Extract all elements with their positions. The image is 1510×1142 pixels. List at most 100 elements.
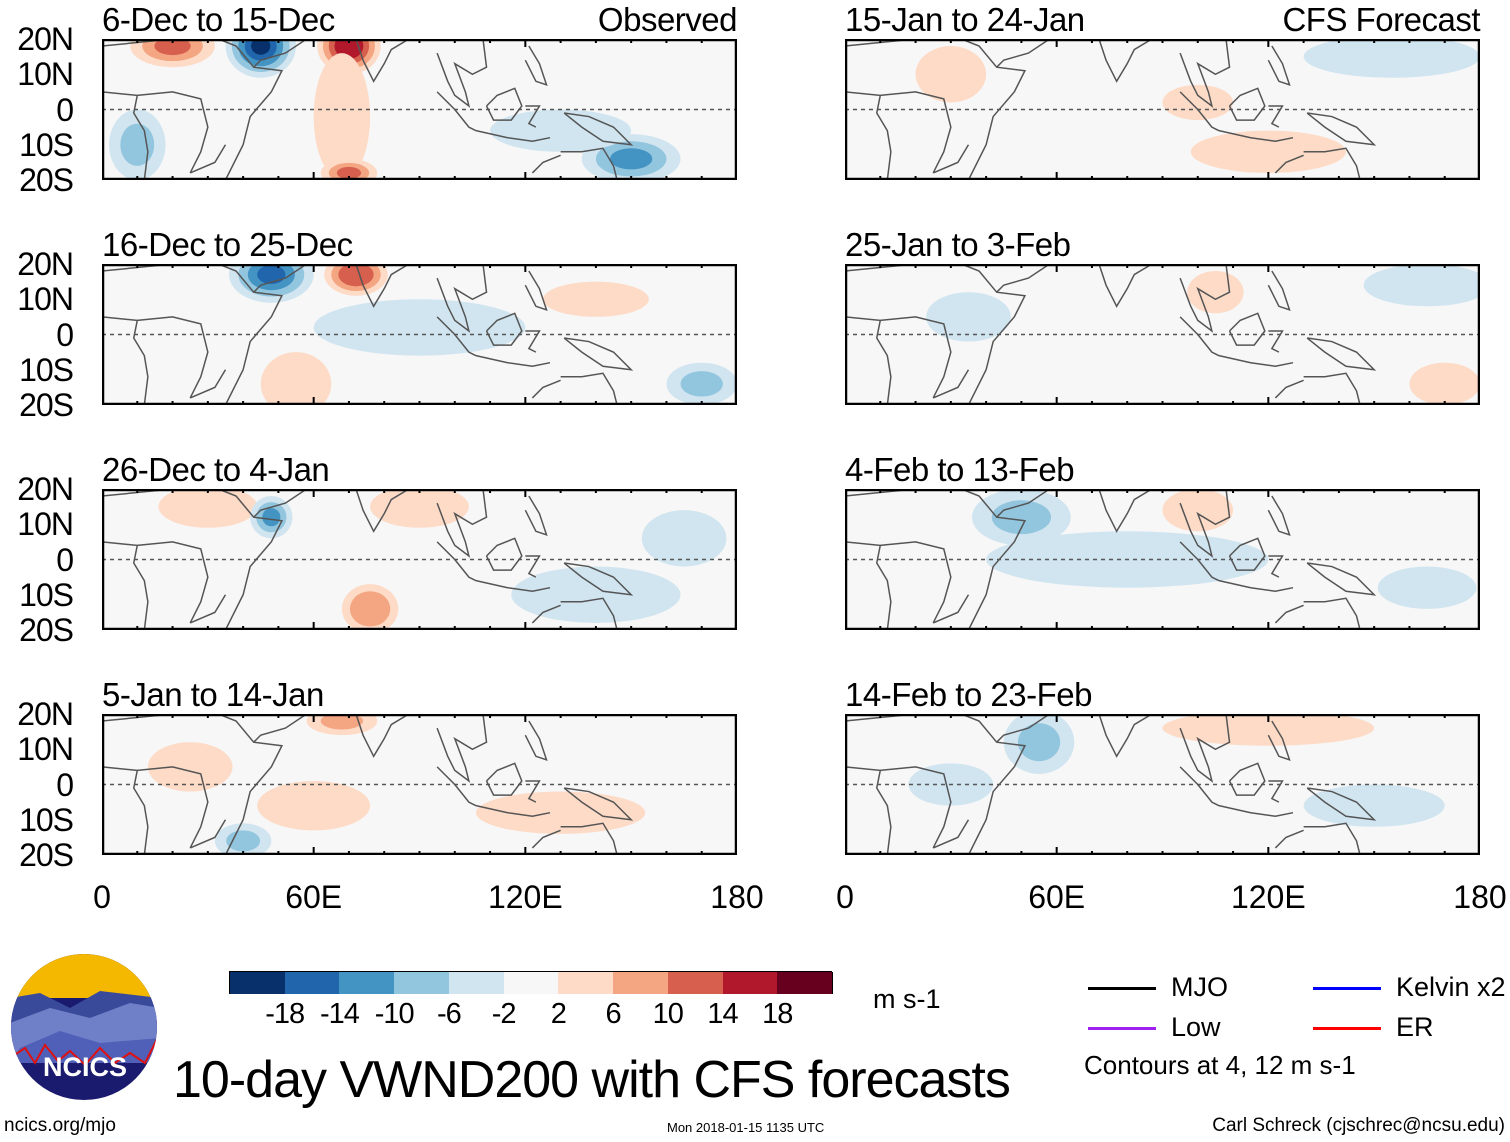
contour-note: Contours at 4, 12 m s-1 xyxy=(1084,1050,1356,1080)
coastline xyxy=(1084,489,1153,533)
x-tick-label: 60E xyxy=(1028,879,1086,915)
units-label: m s-1 xyxy=(873,984,941,1014)
anomaly-shading xyxy=(542,281,649,317)
anomaly-shading xyxy=(490,109,632,152)
anomaly-shading xyxy=(274,364,318,403)
colorbar-swatch xyxy=(667,972,724,994)
coastline xyxy=(1306,787,1377,821)
anomaly-shading xyxy=(389,493,450,520)
colorbar-swatch xyxy=(722,972,779,994)
coastline xyxy=(524,495,548,537)
anomaly-shading xyxy=(279,790,348,821)
source-url[interactable]: ncics.org/mjo xyxy=(4,1115,116,1136)
coastline xyxy=(932,369,970,399)
y-tick-label: 10N xyxy=(17,731,74,768)
anomaly-shading xyxy=(1303,39,1480,78)
anomaly-shading xyxy=(475,791,646,834)
coastline xyxy=(341,714,410,758)
anomaly-shading xyxy=(340,39,358,54)
coastline xyxy=(1268,555,1284,578)
anomaly-shading xyxy=(680,371,723,397)
coastline xyxy=(137,316,209,399)
anomaly-shading xyxy=(324,78,359,155)
y-tick-label: 0 xyxy=(56,316,74,353)
coastline xyxy=(845,316,892,405)
coastline xyxy=(524,720,548,762)
anomaly-shading xyxy=(120,123,155,166)
coastline xyxy=(189,369,227,399)
anomaly-shading xyxy=(511,566,681,623)
coastline xyxy=(880,541,952,624)
coastline xyxy=(932,819,970,849)
colorbar-swatch xyxy=(448,972,505,994)
map-panel xyxy=(845,714,1480,855)
coastline xyxy=(560,597,618,630)
anomaly-shading xyxy=(257,265,286,284)
panel-title: 15-Jan to 24-Jan xyxy=(845,1,1085,38)
colorbar-label: -18 xyxy=(265,998,305,1030)
coastline xyxy=(102,264,284,405)
coastline xyxy=(531,154,561,174)
coastline xyxy=(845,714,1027,855)
panel-title: 4-Feb to 13-Feb xyxy=(845,451,1075,488)
coastline xyxy=(1084,264,1153,308)
coastline xyxy=(436,489,488,558)
x-tick-label: 180 xyxy=(710,879,764,915)
anomaly-shading xyxy=(1363,264,1480,307)
coastline xyxy=(996,39,1051,68)
coastline xyxy=(1306,562,1377,596)
coastline xyxy=(1306,337,1377,371)
coastline xyxy=(485,312,523,346)
legend-label: Low xyxy=(1171,1012,1221,1042)
colorbar-swatch xyxy=(503,972,560,994)
coastline xyxy=(525,330,541,353)
coastline xyxy=(1274,379,1304,399)
anomaly-shading xyxy=(320,714,364,730)
y-tick-label: 20N xyxy=(17,21,74,57)
coastline xyxy=(341,264,410,308)
coastline xyxy=(525,555,541,578)
coastline xyxy=(1179,264,1231,333)
coastline xyxy=(996,489,1051,518)
coastline xyxy=(560,372,618,405)
coastline xyxy=(1228,762,1266,796)
anomaly-shading xyxy=(1377,566,1477,609)
y-tick-label: 20N xyxy=(17,696,74,732)
coastline xyxy=(1179,541,1220,582)
coastline xyxy=(475,579,551,592)
coastline xyxy=(1228,87,1266,121)
anomaly-shading xyxy=(610,148,653,170)
coastline xyxy=(996,714,1051,743)
coastline xyxy=(253,714,308,743)
coastline xyxy=(525,780,541,803)
y-tick-label: 20S xyxy=(19,387,74,423)
coastline xyxy=(102,541,149,630)
colorbar-label: -2 xyxy=(491,998,517,1030)
coastline xyxy=(102,91,149,180)
coastline xyxy=(1228,312,1266,346)
coastline xyxy=(932,144,970,174)
coastline xyxy=(1303,597,1361,630)
colorbar-swatch xyxy=(394,972,450,994)
anomaly-shading xyxy=(226,830,261,852)
coastline xyxy=(996,264,1051,293)
x-tick-label: 0 xyxy=(836,879,854,915)
coastline xyxy=(845,39,1027,180)
coastline xyxy=(137,541,209,624)
y-tick-label: 20S xyxy=(19,837,74,873)
x-tick-label: 180 xyxy=(1453,879,1507,915)
x-tick-label: 120E xyxy=(1230,879,1306,915)
anomaly-shading xyxy=(1017,723,1061,762)
coastline xyxy=(880,766,952,849)
anomaly-shading xyxy=(1409,362,1480,405)
coastline xyxy=(189,819,227,849)
y-tick-label: 0 xyxy=(56,541,74,578)
coastline xyxy=(1179,714,1231,783)
anomaly-shading xyxy=(641,510,727,567)
anomaly-shading xyxy=(1162,714,1375,746)
colorbar-label: 2 xyxy=(550,998,567,1030)
coastline xyxy=(102,714,284,855)
y-tick-label: 20N xyxy=(17,471,74,507)
coastline xyxy=(189,144,227,174)
coastline xyxy=(102,39,284,180)
